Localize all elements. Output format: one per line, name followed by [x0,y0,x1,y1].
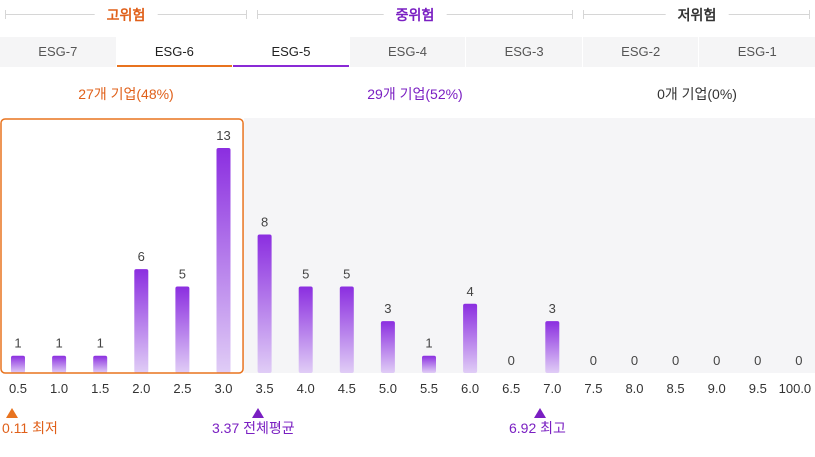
bar-0.5 [11,355,25,373]
average-marker: 3.37 전체평균 [212,408,295,438]
tick-label-0.5: 0.5 [9,381,27,396]
tick-label-2.5: 2.5 [173,381,191,396]
risk-label-mid: 중위험 [383,5,447,25]
esg-grade-tabs: ESG-7 ESG-6 ESG-5 ESG-4 ESG-3 ESG-2 ESG-… [0,37,815,67]
tick-label-5.5: 5.5 [420,381,438,396]
bar-4.0 [298,286,313,373]
risk-level-header: 고위험 중위험 저위험 [0,0,815,30]
bar-1.0 [52,355,67,373]
tab-esg-6[interactable]: ESG-6 [116,37,234,67]
value-label-4.0: 5 [302,266,309,281]
tick-label-9.5: 9.5 [749,381,767,396]
tab-esg-1[interactable]: ESG-1 [737,44,777,59]
value-label-9.5: 0 [754,353,761,368]
tick-label-7.5: 7.5 [584,381,602,396]
value-label-8.5: 0 [672,353,679,368]
tick-label-8.0: 8.0 [625,381,643,396]
count-low: 0개 기업(0%) [657,86,737,102]
max-label: 6.92 최고 [509,420,566,436]
risk-label-low: 저위험 [665,5,729,25]
average-label: 3.37 전체평균 [212,420,295,436]
bar-5.0 [380,321,395,373]
value-label-5.0: 3 [384,301,391,316]
value-label-5.5: 1 [425,336,432,351]
high-risk-highlight-box [0,118,244,374]
tick-label-100.0: 100.0 [779,381,812,396]
risk-label-high: 고위험 [94,5,158,25]
count-high: 27개 기업(48%) [78,86,174,102]
max-triangle-icon [534,408,546,418]
value-label-6.5: 0 [508,353,515,368]
tick-label-3.5: 3.5 [256,381,274,396]
value-label-9.0: 0 [713,353,720,368]
company-count-row: 27개 기업(48%) 29개 기업(52%) 0개 기업(0%) [0,84,815,104]
value-label-4.5: 5 [343,266,350,281]
tab-esg-2[interactable]: ESG-2 [583,37,700,67]
tick-label-3.0: 3.0 [214,381,232,396]
tick-label-2.0: 2.0 [132,381,150,396]
value-label-3.0: 13 [216,128,230,143]
value-label-0.5: 1 [14,336,21,351]
tick-label-4.0: 4.0 [297,381,315,396]
tick-label-4.5: 4.5 [338,381,356,396]
tab-esg-3[interactable]: ESG-3 [466,37,583,67]
value-label-1.0: 1 [55,336,62,351]
min-marker: 0.11 최저 [2,408,58,438]
tick-label-6.0: 6.0 [461,381,479,396]
tab-esg-7[interactable]: ESG-7 [0,37,117,67]
bar-7.0 [545,321,560,373]
bar-3.5 [257,234,272,373]
min-triangle-icon [6,408,18,418]
bar-6.0 [463,303,478,373]
bar-4.5 [339,286,354,373]
tick-label-7.0: 7.0 [543,381,561,396]
tick-label-1.5: 1.5 [91,381,109,396]
score-distribution-chart: 10.511.011.562.052.5133.083.554.054.535.… [0,118,815,396]
value-label-100.0: 0 [795,353,802,368]
bar-3.0 [216,148,231,373]
bar-1.5 [93,355,108,373]
value-label-7.0: 3 [549,301,556,316]
tick-label-6.5: 6.5 [502,381,520,396]
value-label-8.0: 0 [631,353,638,368]
plot-background [244,118,815,373]
value-label-6.0: 4 [466,284,473,299]
average-triangle-icon [252,408,264,418]
min-label: 0.11 최저 [2,420,58,436]
value-label-7.5: 0 [590,353,597,368]
bar-2.0 [134,269,149,373]
bar-2.5 [175,286,190,373]
value-label-1.5: 1 [97,336,104,351]
tick-label-5.0: 5.0 [379,381,397,396]
bar-5.5 [422,355,436,373]
count-mid: 29개 기업(52%) [367,86,463,102]
tick-label-9.0: 9.0 [708,381,726,396]
tab-esg-5[interactable]: ESG-5 [233,37,350,67]
tick-label-8.5: 8.5 [667,381,685,396]
tab-esg-4[interactable]: ESG-4 [350,37,467,67]
tick-label-1.0: 1.0 [50,381,68,396]
value-label-3.5: 8 [261,215,268,230]
max-marker: 6.92 최고 [509,408,566,438]
value-label-2.5: 5 [179,266,186,281]
value-label-2.0: 6 [138,249,145,264]
